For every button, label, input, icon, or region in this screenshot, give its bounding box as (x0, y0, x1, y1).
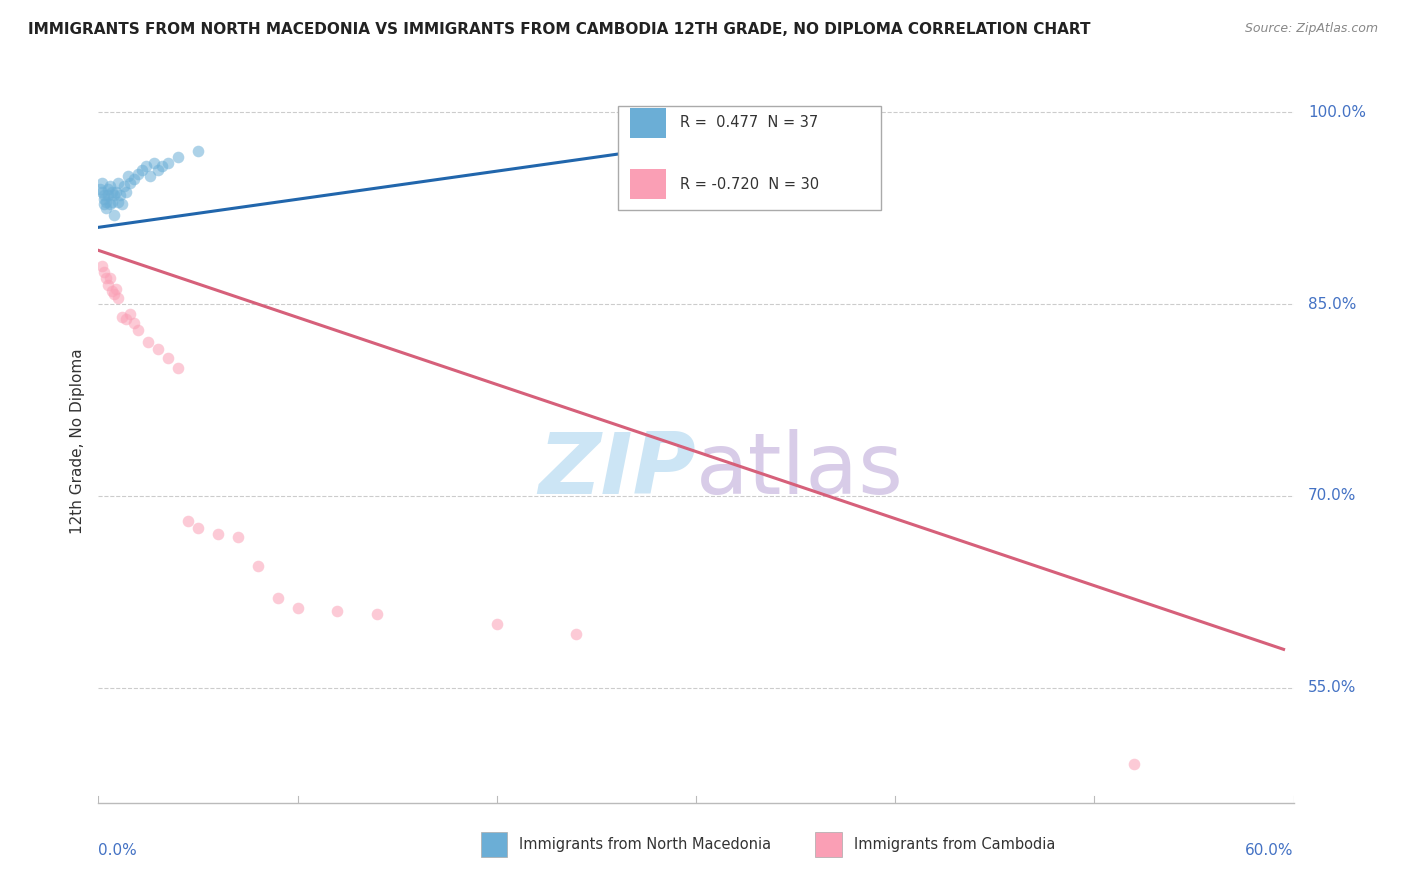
Text: Immigrants from Cambodia: Immigrants from Cambodia (853, 837, 1054, 852)
Point (135, 159, 157, 173)
Point (246, 559, 269, 574)
Point (115, 312, 138, 326)
Point (101, 185, 124, 199)
Point (101, 194, 124, 209)
Point (267, 591, 290, 606)
Point (103, 286, 125, 301)
Text: IMMIGRANTS FROM NORTH MACEDONIA VS IMMIGRANTS FROM CAMBODIA 12TH GRADE, NO DIPLO: IMMIGRANTS FROM NORTH MACEDONIA VS IMMIG… (28, 22, 1091, 37)
Point (139, 169, 162, 184)
Point (93, 188, 115, 202)
Point (89, 182, 111, 196)
Point (93, 265, 115, 279)
Point (103, 208, 125, 222)
Point (785, 124, 807, 138)
Point (167, 150, 190, 164)
Point (96, 271, 118, 285)
Point (187, 144, 209, 158)
Point (96, 201, 118, 215)
Point (1123, 757, 1146, 772)
Point (111, 310, 134, 324)
Point (366, 607, 388, 621)
Point (177, 515, 200, 529)
Bar (630, 169, 666, 200)
Point (187, 521, 209, 535)
Point (150, 159, 173, 173)
Point (115, 185, 138, 199)
Bar (815, 831, 842, 857)
Point (157, 351, 180, 365)
Point (136, 335, 159, 350)
Point (485, 616, 508, 631)
Point (98, 179, 122, 194)
Point (131, 162, 153, 177)
Y-axis label: 12th Grade, No Diploma: 12th Grade, No Diploma (69, 349, 84, 534)
Point (226, 530, 249, 544)
Point (110, 188, 132, 202)
Point (127, 167, 149, 181)
Text: Source: ZipAtlas.com: Source: ZipAtlas.com (1244, 22, 1378, 36)
Point (97, 188, 120, 202)
Point (120, 176, 142, 190)
Point (124, 171, 146, 186)
Point (127, 323, 149, 337)
Point (97, 182, 120, 196)
Bar (481, 831, 508, 857)
Point (91, 176, 114, 190)
Point (91, 259, 114, 273)
Point (93, 192, 115, 206)
Bar (630, 108, 666, 138)
Point (326, 604, 349, 618)
Text: R =  0.477  N = 37: R = 0.477 N = 37 (681, 115, 818, 130)
Text: atlas: atlas (696, 429, 904, 512)
Point (93, 197, 115, 211)
Text: 70.0%: 70.0% (1308, 489, 1357, 503)
Point (207, 527, 229, 541)
Point (105, 282, 128, 296)
Text: 85.0%: 85.0% (1308, 296, 1357, 311)
Point (105, 185, 128, 199)
Point (103, 188, 125, 202)
Point (98, 197, 122, 211)
Point (148, 162, 170, 177)
Text: 0.0%: 0.0% (98, 843, 138, 857)
Text: Immigrants from North Macedonia: Immigrants from North Macedonia (519, 837, 772, 852)
Point (91, 185, 114, 199)
Text: 100.0%: 100.0% (1308, 104, 1365, 120)
Text: ZIP: ZIP (538, 429, 696, 512)
Point (124, 316, 146, 330)
Point (565, 627, 588, 641)
Point (96, 194, 118, 209)
Point (120, 307, 142, 321)
Point (148, 342, 170, 356)
Text: R = -0.720  N = 30: R = -0.720 N = 30 (681, 177, 820, 192)
Text: 55.0%: 55.0% (1308, 681, 1357, 695)
Point (143, 156, 166, 170)
FancyBboxPatch shape (619, 105, 882, 211)
Point (107, 291, 129, 305)
Point (157, 156, 180, 170)
Point (117, 169, 139, 184)
Point (112, 179, 135, 194)
Point (167, 361, 190, 376)
Point (107, 194, 129, 209)
Point (101, 285, 124, 299)
Point (97, 277, 120, 292)
Point (98, 271, 122, 285)
Text: 60.0%: 60.0% (1246, 843, 1294, 857)
Point (287, 601, 309, 615)
Point (111, 197, 134, 211)
Point (107, 176, 129, 190)
